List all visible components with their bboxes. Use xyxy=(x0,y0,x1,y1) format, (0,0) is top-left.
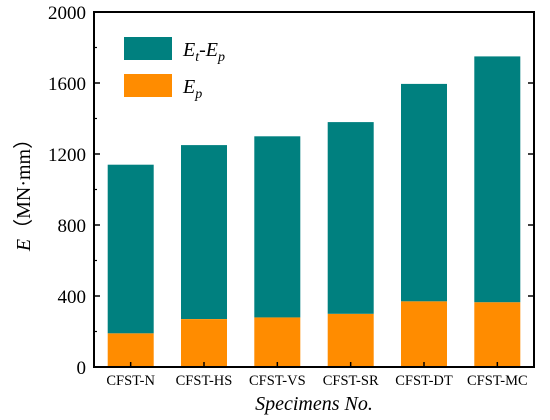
bar-et-ep-cfst-dt xyxy=(401,83,447,302)
bar-ep-cfst-dt xyxy=(401,301,447,367)
bar-et-ep-cfst-vs xyxy=(254,136,301,318)
x-tick-label: CFST-HS xyxy=(176,373,233,389)
bar-ep-cfst-n xyxy=(107,333,154,367)
legend-swatch-ep xyxy=(124,74,172,97)
x-axis: CFST-N CFST-HS CFST-VS CFST-SR CFST-DT CFST-M… xyxy=(106,362,528,389)
y-axis: 0 400 800 1200 1600 2000 xyxy=(48,3,534,379)
y-axis-title-symbol: E xyxy=(13,239,35,252)
bar-et-ep-cfst-sr xyxy=(327,122,374,314)
bars-layer xyxy=(107,56,521,368)
legend-label-ep: Ep xyxy=(182,76,202,102)
y-tick-label: 1200 xyxy=(48,145,86,166)
plot-frame xyxy=(93,11,535,368)
y-axis-title: E（MN·mm） xyxy=(12,129,35,252)
y-axis-title-unit: （MN·mm） xyxy=(12,129,35,239)
x-tick-label: CFST-SR xyxy=(323,373,379,389)
x-axis-title: Specimens No. xyxy=(255,393,373,415)
legend: Et-Ep Ep xyxy=(124,37,225,102)
y-tick-label: 2000 xyxy=(48,3,86,24)
bar-ep-cfst-sr xyxy=(327,313,374,368)
x-tick-label: CFST-N xyxy=(106,373,155,389)
bar-et-ep-cfst-n xyxy=(107,164,154,334)
legend-label-et-ep: Et-Ep xyxy=(182,39,225,65)
bar-ep-cfst-mc xyxy=(474,302,521,367)
y-tick-label: 1600 xyxy=(48,74,86,95)
bar-et-ep-cfst-mc xyxy=(474,56,521,303)
x-tick-label: CFST-VS xyxy=(249,373,306,389)
y-tick-label: 400 xyxy=(58,287,87,308)
y-tick-label: 0 xyxy=(77,358,87,379)
bar-ep-cfst-hs xyxy=(181,319,227,367)
bar-et-ep-cfst-hs xyxy=(181,145,227,319)
legend-swatch-et-ep xyxy=(124,37,172,60)
x-tick-label: CFST-MC xyxy=(467,373,528,389)
x-tick-label: CFST-DT xyxy=(395,373,453,389)
y-tick-label: 800 xyxy=(58,216,87,237)
bar-ep-cfst-vs xyxy=(254,317,301,367)
